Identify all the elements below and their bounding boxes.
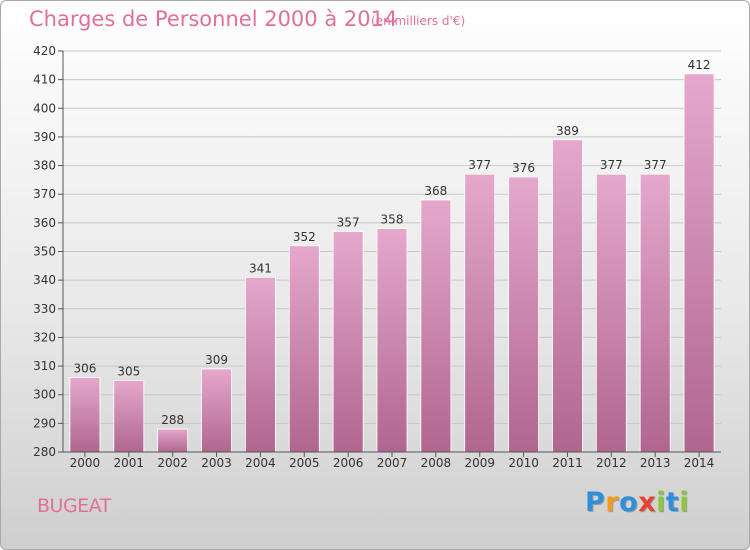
proxiti-logo[interactable]: Proxiti bbox=[585, 487, 689, 518]
bar[interactable] bbox=[201, 368, 232, 453]
bar[interactable] bbox=[288, 245, 320, 453]
bar[interactable] bbox=[464, 173, 496, 453]
bar-value-label: 376 bbox=[512, 161, 535, 175]
logo-letter: x bbox=[638, 487, 657, 518]
bar[interactable] bbox=[69, 377, 101, 453]
bars: 306 305 288 309 341 352 357 358 368 377 376 389 377 3… bbox=[69, 58, 715, 453]
logo-letter: P bbox=[585, 487, 606, 518]
bar-value-label: 352 bbox=[293, 230, 316, 244]
bar-value-label: 358 bbox=[381, 213, 404, 227]
bar-value-label: 377 bbox=[600, 158, 623, 172]
bar[interactable] bbox=[244, 276, 276, 453]
x-tick-label: 2008 bbox=[421, 456, 452, 470]
bar-value-label: 357 bbox=[337, 215, 360, 229]
y-tick-label: 290 bbox=[33, 416, 56, 430]
x-tick-label: 2005 bbox=[289, 456, 320, 470]
bar-value-label: 305 bbox=[117, 364, 140, 378]
bar[interactable] bbox=[639, 173, 671, 453]
logo-letter: o bbox=[619, 487, 639, 518]
y-axis: 280 290 300 310 320 330 340 350 360 370 380 390 400 4… bbox=[33, 44, 64, 459]
y-tick-label: 350 bbox=[33, 245, 56, 259]
bar[interactable] bbox=[420, 199, 452, 453]
bar-value-label: 377 bbox=[468, 158, 491, 172]
bar-value-label: 389 bbox=[556, 124, 579, 138]
bar[interactable] bbox=[552, 139, 583, 453]
x-tick-label: 2002 bbox=[157, 456, 188, 470]
y-tick-label: 340 bbox=[33, 273, 56, 287]
logo-letter: i bbox=[679, 487, 690, 518]
y-tick-label: 410 bbox=[33, 73, 56, 87]
x-axis: 2000 2001 2002 2003 2004 2005 2006 2007 2008 2009… bbox=[63, 451, 721, 470]
chart-subtitle: (en milliers d'€) bbox=[371, 14, 466, 28]
y-tick-label: 400 bbox=[33, 101, 56, 115]
y-tick-label: 300 bbox=[33, 388, 56, 402]
bar-value-label: 368 bbox=[424, 184, 447, 198]
y-tick-label: 330 bbox=[33, 302, 56, 316]
y-tick-label: 380 bbox=[33, 159, 56, 173]
x-tick-label: 2000 bbox=[70, 456, 101, 470]
bar-value-label: 306 bbox=[73, 362, 96, 376]
y-tick-label: 420 bbox=[33, 44, 56, 58]
y-tick-label: 280 bbox=[33, 445, 56, 459]
bar-value-label: 288 bbox=[161, 413, 184, 427]
bar[interactable] bbox=[508, 176, 540, 453]
logo-letter: i bbox=[656, 487, 666, 518]
bar[interactable] bbox=[157, 428, 189, 453]
x-tick-label: 2007 bbox=[377, 456, 408, 470]
x-tick-label: 2004 bbox=[245, 456, 276, 470]
x-tick-label: 2013 bbox=[640, 456, 671, 470]
chart-title: Charges de Personnel 2000 à 2014 bbox=[29, 7, 398, 31]
bar[interactable] bbox=[595, 173, 627, 453]
bar[interactable] bbox=[376, 228, 408, 453]
bar-value-label: 377 bbox=[644, 158, 667, 172]
x-tick-label: 2003 bbox=[201, 456, 232, 470]
x-tick-label: 2014 bbox=[684, 456, 715, 470]
bar[interactable] bbox=[113, 379, 145, 453]
x-tick-label: 2006 bbox=[333, 456, 364, 470]
x-tick-label: 2001 bbox=[114, 456, 145, 470]
y-tick-label: 310 bbox=[33, 359, 56, 373]
y-tick-label: 360 bbox=[33, 216, 56, 230]
x-tick-label: 2010 bbox=[508, 456, 539, 470]
bar-value-label: 309 bbox=[205, 353, 228, 367]
bar-value-label: 341 bbox=[249, 261, 272, 275]
place-name: BUGEAT bbox=[37, 495, 111, 517]
bar[interactable] bbox=[683, 73, 715, 453]
bar[interactable] bbox=[332, 231, 364, 453]
logo-letter: r bbox=[605, 487, 620, 518]
bar-value-label: 412 bbox=[688, 58, 711, 72]
x-tick-label: 2012 bbox=[596, 456, 627, 470]
x-tick-label: 2011 bbox=[552, 456, 583, 470]
y-tick-label: 320 bbox=[33, 330, 56, 344]
logo-letter: t bbox=[665, 487, 680, 518]
y-tick-label: 390 bbox=[33, 130, 56, 144]
x-tick-label: 2009 bbox=[464, 456, 495, 470]
y-tick-label: 370 bbox=[33, 187, 56, 201]
